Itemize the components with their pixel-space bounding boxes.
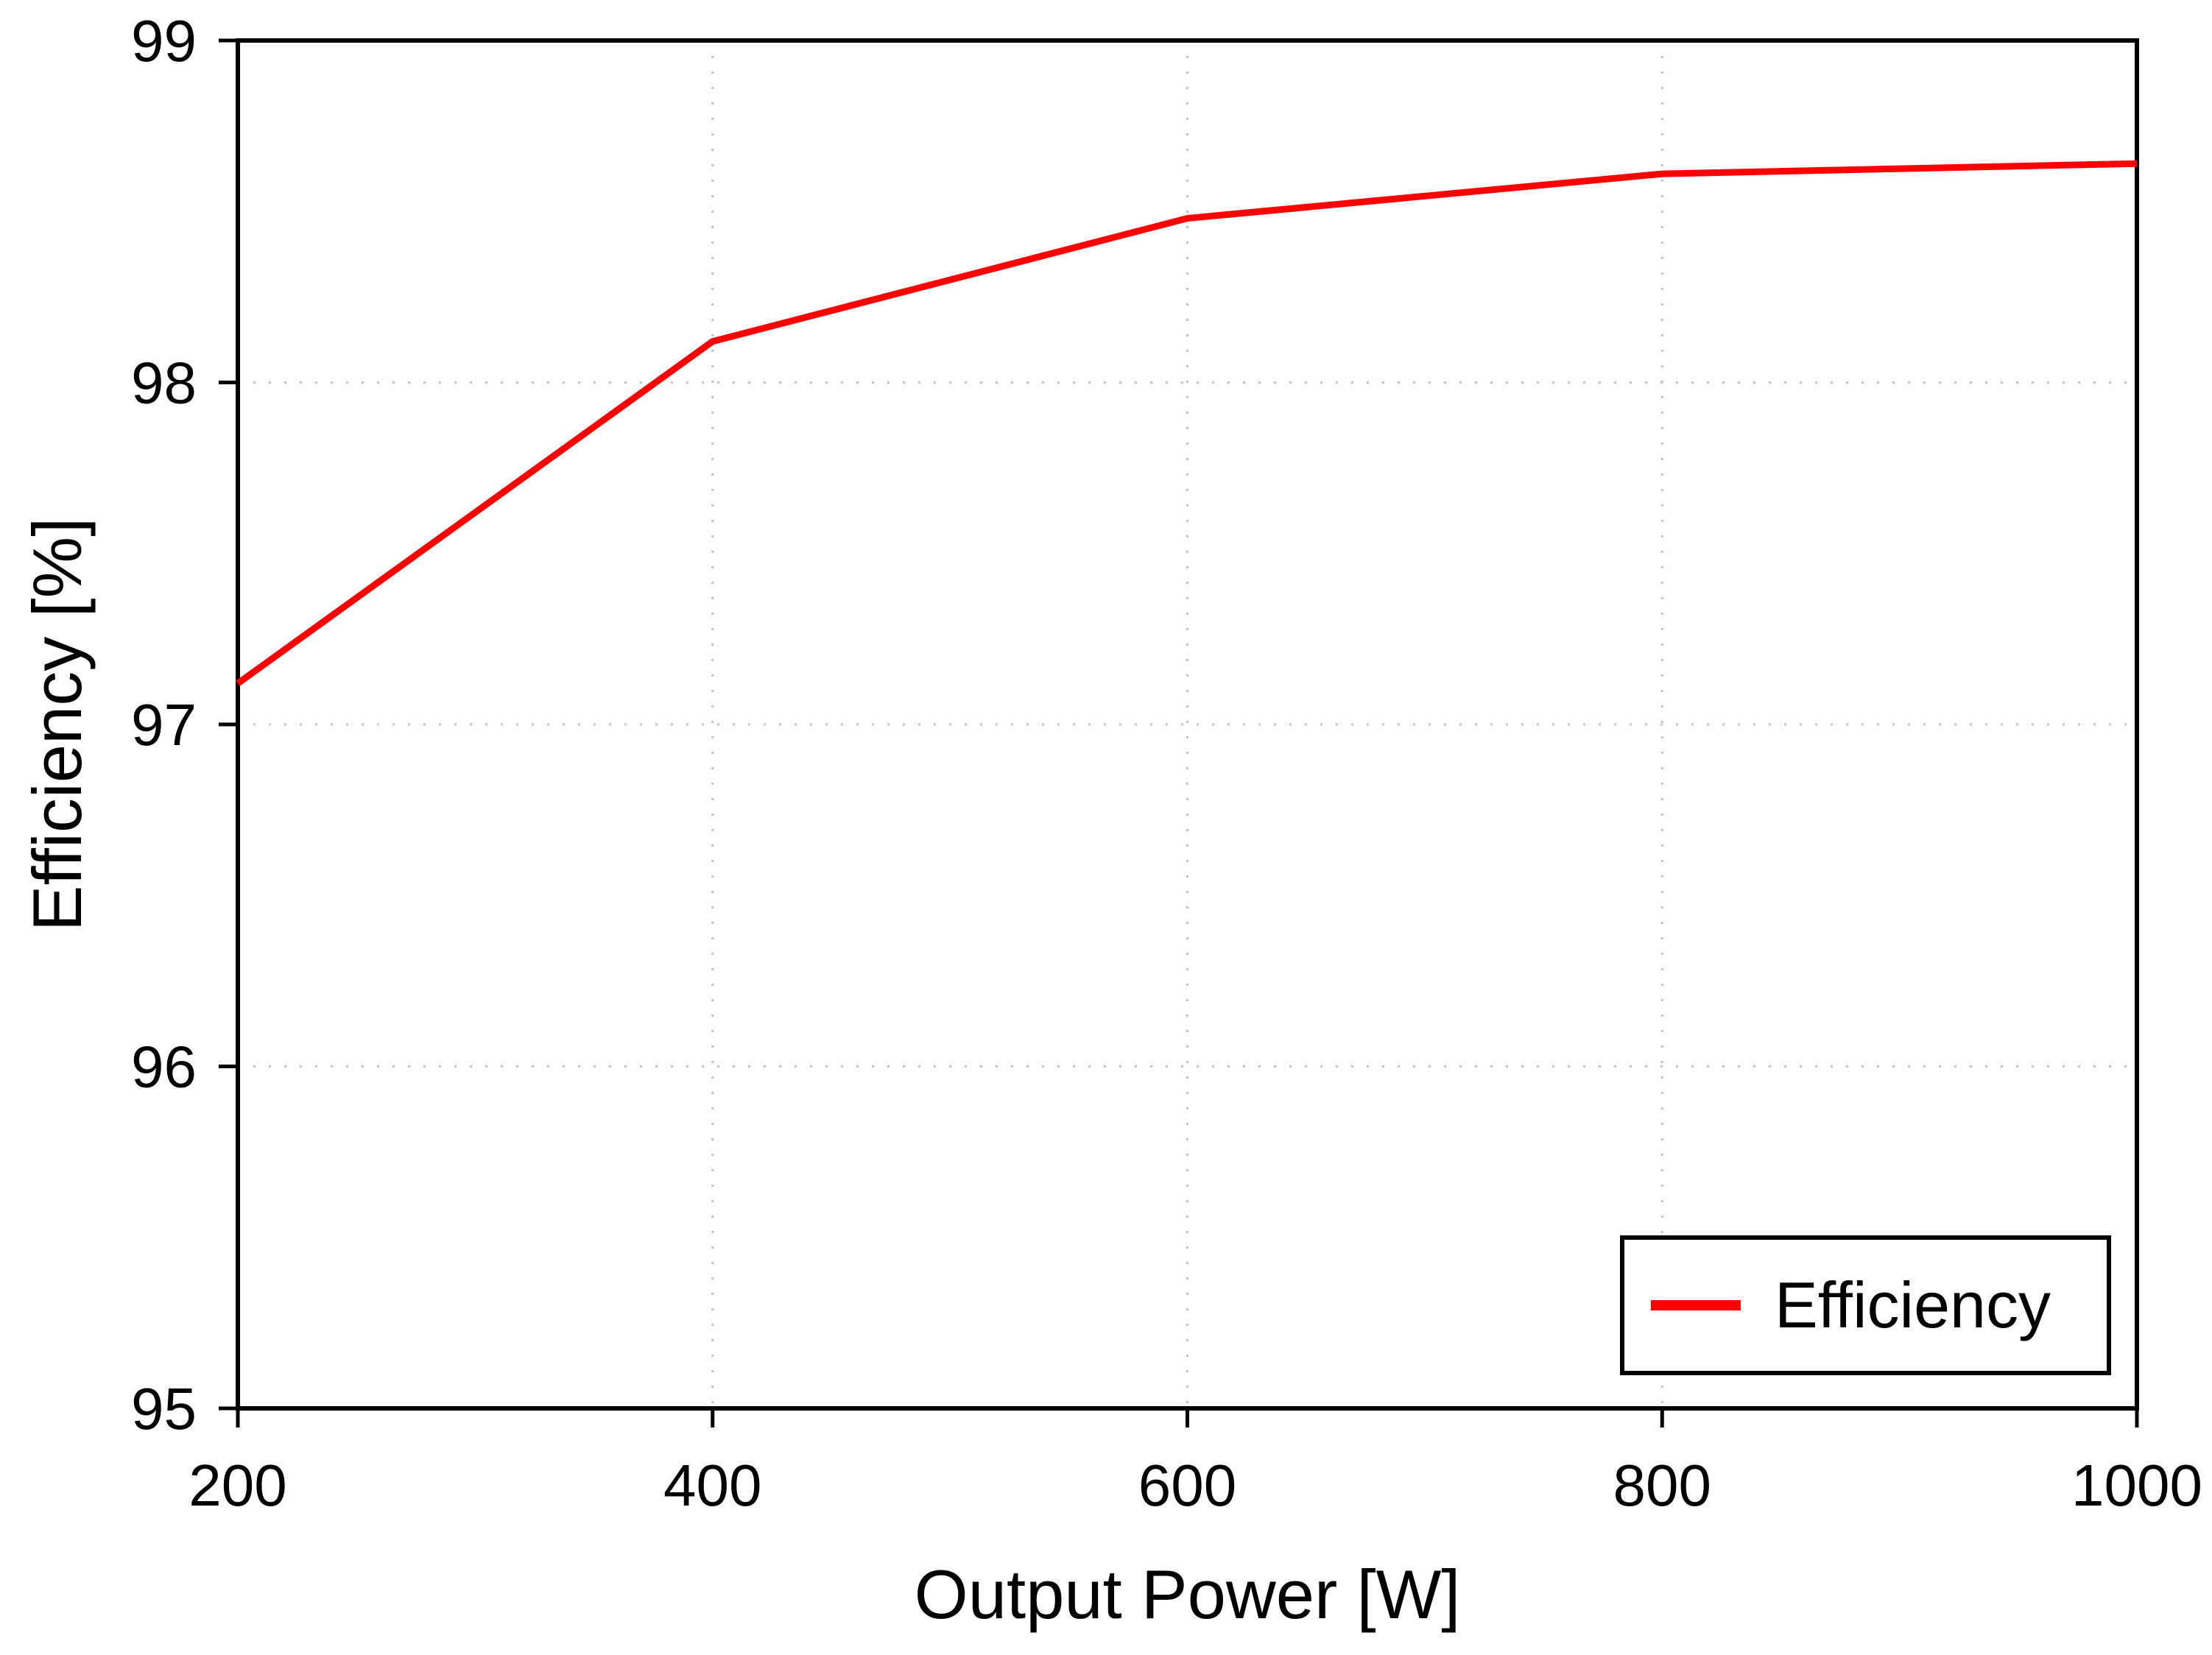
- y-tick-label: 98: [131, 350, 197, 416]
- legend-line-sample: [1651, 1300, 1741, 1310]
- y-tick-label: 96: [131, 1034, 197, 1100]
- legend: Efficiency: [1620, 1235, 2111, 1375]
- x-tick-label: 400: [663, 1453, 761, 1518]
- y-tick-label: 97: [131, 692, 197, 758]
- y-axis-title: Efficiency [%]: [18, 517, 96, 932]
- legend-label: Efficiency: [1775, 1268, 2051, 1341]
- x-axis-title: Output Power [W]: [914, 1556, 1461, 1633]
- plot-frame: [236, 38, 2139, 1411]
- series-line-efficiency: [236, 160, 2138, 686]
- x-tick-label: 800: [1613, 1453, 1711, 1518]
- y-tick-label: 95: [131, 1376, 197, 1441]
- y-tick-label: 99: [131, 8, 197, 74]
- x-tick-label: 1000: [2071, 1453, 2202, 1518]
- x-tick-label: 200: [189, 1453, 286, 1518]
- x-tick-label: 600: [1138, 1453, 1236, 1518]
